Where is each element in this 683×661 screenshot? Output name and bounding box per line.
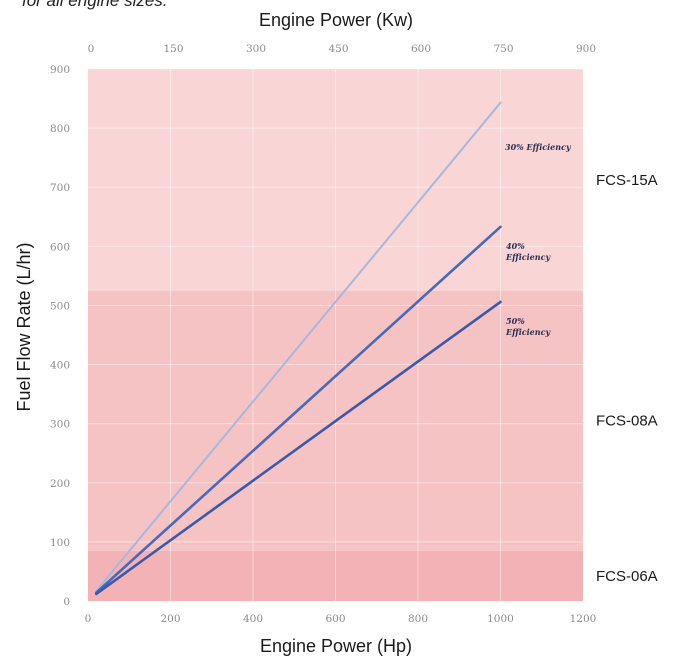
y-tick-label: 200 bbox=[50, 478, 70, 490]
x-axis-title: Engine Power (Hp) bbox=[260, 636, 412, 656]
x2-tick-label: 450 bbox=[328, 43, 348, 55]
x-tick-label: 800 bbox=[408, 613, 428, 625]
x2-tick-label: 750 bbox=[493, 43, 513, 55]
x-tick-label: 0 bbox=[85, 613, 92, 625]
band-label-fcs-08a: FCS-08A bbox=[596, 413, 658, 430]
y-tick-label: 100 bbox=[50, 537, 70, 549]
x2-tick-label: 900 bbox=[576, 43, 596, 55]
y-tick-label: 300 bbox=[50, 419, 70, 431]
y-tick-label: 400 bbox=[50, 360, 70, 372]
band-label-fcs-06a: FCS-06A bbox=[596, 568, 658, 585]
series-line-3 bbox=[94, 300, 502, 596]
y-axis-title: Fuel Flow Rate (L/hr) bbox=[14, 242, 34, 411]
x-tick-label: 600 bbox=[325, 613, 345, 625]
y-tick-label: 800 bbox=[50, 123, 70, 135]
y-tick-label: 900 bbox=[50, 64, 70, 76]
y-tick-label: 500 bbox=[50, 300, 70, 312]
x2-tick-label: 300 bbox=[246, 43, 266, 55]
series-label-1: 30% Efficiency bbox=[505, 142, 572, 152]
band-fcs-15a bbox=[88, 69, 583, 291]
x-tick-label: 1200 bbox=[570, 613, 597, 625]
y-tick-label: 700 bbox=[50, 182, 70, 194]
series-line-2 bbox=[94, 225, 502, 595]
x2-tick-label: 0 bbox=[88, 43, 95, 55]
x-tick-label: 1000 bbox=[487, 613, 514, 625]
band-label-fcs-15a: FCS-15A bbox=[596, 172, 658, 189]
x2-axis-title: Engine Power (Kw) bbox=[259, 10, 413, 30]
x-tick-label: 200 bbox=[160, 613, 180, 625]
x2-tick-label: 600 bbox=[411, 43, 431, 55]
series-line-1 bbox=[95, 101, 502, 592]
x2-tick-label: 150 bbox=[163, 43, 183, 55]
series-label-2: 40% Efficiency bbox=[505, 241, 551, 262]
band-fcs-06a bbox=[88, 550, 583, 601]
y-tick-label: 0 bbox=[63, 596, 70, 608]
chart-caption: for all engine sizes. bbox=[22, 0, 168, 10]
x-tick-label: 400 bbox=[243, 613, 263, 625]
series-label-3: 50% Efficiency bbox=[505, 316, 551, 337]
y-tick-label: 600 bbox=[50, 241, 70, 253]
